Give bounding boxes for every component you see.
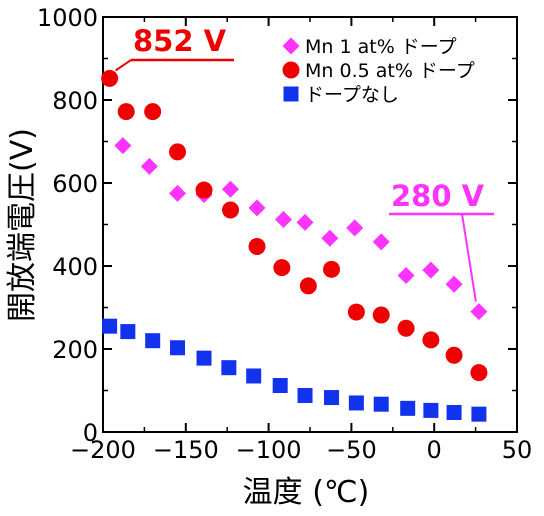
data-point-circle	[248, 237, 266, 255]
data-point-diamond	[321, 229, 339, 247]
data-point-diamond	[140, 157, 158, 175]
data-point-square	[471, 406, 487, 422]
annotation-label: 852 V	[133, 24, 227, 58]
data-point-circle	[117, 103, 135, 121]
data-point-square	[196, 350, 212, 366]
ticks: −200 −150 −100 −50 0 50 0 200 400 600 800 1000	[37, 4, 532, 464]
data-point-circle	[144, 103, 162, 121]
x-axis-title: 温度 (℃)	[243, 475, 370, 510]
data-point-square	[348, 395, 364, 411]
data-point-diamond	[296, 213, 314, 231]
legend-label: Mn 0.5 at% ドープ	[305, 60, 475, 82]
data-point-diamond	[422, 261, 440, 279]
data-point-square	[246, 368, 262, 384]
series-diamond	[114, 137, 488, 321]
data-point-circle	[222, 201, 240, 219]
data-marks	[101, 69, 488, 422]
data-point-diamond	[346, 219, 364, 237]
x-tick-label: −100	[236, 436, 302, 464]
x-tick-label: −200	[70, 436, 136, 464]
data-point-circle	[445, 346, 463, 364]
legend-label: Mn 1 at% ドープ	[305, 36, 457, 58]
legend-label: ドープなし	[305, 84, 399, 106]
annotation-leader	[461, 213, 477, 302]
data-point-circle	[422, 331, 440, 349]
data-point-diamond	[275, 211, 293, 229]
data-point-square	[272, 378, 288, 394]
x-tick-label: −150	[153, 436, 219, 464]
data-point-square	[221, 360, 237, 376]
data-point-circle	[347, 303, 365, 321]
data-point-square	[324, 390, 340, 406]
data-point-circle	[397, 319, 415, 337]
data-point-diamond	[372, 233, 390, 251]
data-point-square	[120, 324, 136, 340]
data-point-square	[170, 340, 186, 356]
y-tick-label: 800	[52, 87, 98, 115]
legend-marker-diamond	[282, 37, 300, 55]
annotation-leader	[115, 59, 132, 72]
data-point-circle	[195, 181, 213, 199]
data-point-square	[373, 396, 389, 412]
data-point-circle	[323, 260, 341, 278]
y-tick-label: 0	[83, 419, 98, 447]
data-point-circle	[101, 69, 119, 87]
data-point-diamond	[470, 303, 488, 321]
x-tick-label: −50	[326, 436, 377, 464]
legend-marker-square	[283, 86, 299, 102]
y-tick-label: 1000	[37, 4, 98, 32]
data-point-square	[145, 333, 161, 349]
x-tick-label: 50	[502, 436, 533, 464]
y-tick-label: 200	[52, 336, 98, 364]
x-tick-label: 0	[427, 436, 442, 464]
data-point-square	[297, 387, 313, 403]
data-point-circle	[470, 364, 488, 382]
data-point-square	[423, 402, 439, 418]
data-point-circle	[299, 277, 317, 295]
data-point-square	[446, 404, 462, 420]
y-axis-title: 開放端電圧(V)	[5, 128, 40, 322]
data-point-square	[102, 318, 118, 334]
y-tick-label: 600	[52, 170, 98, 198]
y-tick-label: 400	[52, 253, 98, 281]
data-point-square	[400, 400, 416, 416]
data-point-diamond	[222, 180, 240, 198]
data-point-circle	[372, 306, 390, 324]
data-point-diamond	[397, 267, 415, 285]
annotations: 852 V 280 V	[115, 24, 494, 302]
data-point-diamond	[248, 199, 266, 217]
annotation-label: 280 V	[391, 179, 485, 213]
data-point-diamond	[445, 275, 463, 293]
series-square	[102, 318, 487, 422]
data-point-circle	[169, 143, 187, 161]
data-point-diamond	[169, 184, 187, 202]
data-point-diamond	[114, 137, 132, 155]
series-circle	[101, 69, 488, 382]
data-point-circle	[273, 259, 291, 277]
legend-marker-circle	[282, 61, 300, 79]
